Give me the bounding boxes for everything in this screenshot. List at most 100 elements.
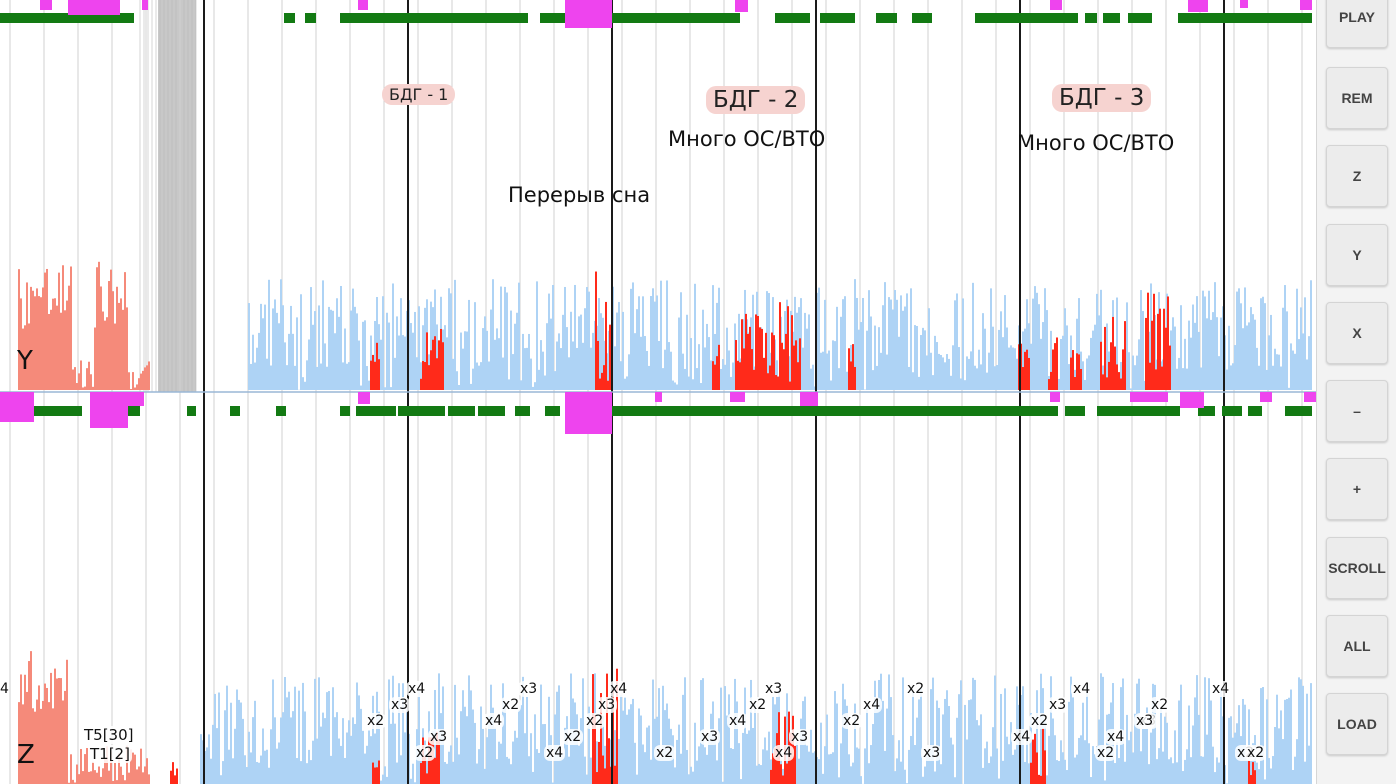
activity-bar-z xyxy=(240,702,242,784)
activity-bar-z xyxy=(764,737,766,784)
activity-bar-z xyxy=(732,749,734,784)
activity-bar-z xyxy=(1094,754,1096,784)
activity-bar-z xyxy=(838,777,840,784)
activity-bar-z xyxy=(558,685,560,784)
activity-bar-y xyxy=(676,384,678,390)
activity-bar-y xyxy=(854,279,856,390)
activity-bar-y xyxy=(1062,335,1064,390)
burst-bar-y xyxy=(743,348,745,390)
load-button[interactable]: LOAD xyxy=(1326,693,1388,755)
activity-bar-z xyxy=(1188,705,1190,784)
position-bar xyxy=(340,406,350,416)
activity-bar-z xyxy=(1060,740,1062,784)
activity-bar-z xyxy=(1116,742,1118,784)
burst-bar-y xyxy=(797,362,799,390)
activity-bar-y xyxy=(550,318,552,390)
activity-bar-y xyxy=(410,323,412,390)
activity-bar-y xyxy=(986,372,988,390)
activity-bar-y xyxy=(732,362,734,390)
activity-bar-y xyxy=(386,312,388,390)
zoom-out-button[interactable]: – xyxy=(1326,380,1388,442)
activity-bar-y xyxy=(356,313,358,390)
activity-bar-z xyxy=(682,694,684,784)
zoom-in-button[interactable]: + xyxy=(1326,458,1388,520)
activity-bar-y xyxy=(446,337,448,390)
artifact-bar-z xyxy=(92,761,94,784)
activity-bar-z xyxy=(1294,756,1296,784)
activity-bar-y xyxy=(580,314,582,390)
activity-bar-y xyxy=(1140,290,1142,390)
activity-bar-y xyxy=(542,351,544,390)
burst-bar-z xyxy=(594,714,596,784)
scroll-button[interactable]: SCROLL xyxy=(1326,537,1388,599)
burst-bar-z xyxy=(424,756,426,784)
activity-bar-z xyxy=(500,743,502,784)
activity-bar-z xyxy=(968,700,970,784)
activity-bar-z xyxy=(822,773,824,784)
activity-bar-y xyxy=(992,326,994,390)
activity-bar-y xyxy=(694,283,696,390)
activity-bar-y xyxy=(900,295,902,390)
z-channel-button[interactable]: Z xyxy=(1326,145,1388,207)
position-bar xyxy=(582,13,740,23)
activity-bar-z xyxy=(1146,707,1148,784)
activity-bar-y xyxy=(1258,365,1260,390)
activity-bar-y xyxy=(486,330,488,390)
activity-bar-z xyxy=(1192,725,1194,784)
activity-bar-y xyxy=(872,370,874,390)
activity-bar-y xyxy=(454,279,456,390)
burst-bar-y xyxy=(763,357,765,390)
activity-bar-z xyxy=(548,696,550,784)
channel-label-z: Z xyxy=(17,740,35,770)
play-button[interactable]: PLAY xyxy=(1326,0,1388,48)
artifact-bar-z xyxy=(86,748,88,784)
activity-bar-z xyxy=(892,735,894,784)
burst-bar-z xyxy=(420,763,422,784)
activity-bar-z xyxy=(1304,761,1306,784)
x-channel-button[interactable]: X xyxy=(1326,302,1388,364)
activity-bar-z xyxy=(224,710,226,784)
multiplier-label: x2 xyxy=(584,713,606,729)
all-button[interactable]: ALL xyxy=(1326,615,1388,677)
burst-bar-y xyxy=(773,335,775,390)
activity-bar-y xyxy=(1098,315,1100,390)
activity-bar-z xyxy=(346,732,348,784)
activity-bar-y xyxy=(462,348,464,390)
activity-bar-y xyxy=(1086,358,1088,390)
activity-bar-z xyxy=(926,749,928,784)
activity-bar-y xyxy=(1136,355,1138,390)
multiplier-label: x3 xyxy=(596,697,618,713)
burst-bar-y xyxy=(737,360,739,390)
burst-bar-z xyxy=(604,768,606,784)
activity-bar-z xyxy=(856,747,858,784)
activity-bar-z xyxy=(1260,688,1262,784)
burst-bar-y xyxy=(1106,377,1108,390)
activity-bar-z xyxy=(1036,690,1038,784)
activity-bar-z xyxy=(358,695,360,784)
activity-bar-z xyxy=(1276,694,1278,784)
burst-bar-y xyxy=(1147,292,1149,390)
y-channel-button[interactable]: Y xyxy=(1326,224,1388,286)
activity-bar-y xyxy=(1278,354,1280,390)
rem-button[interactable]: REM xyxy=(1326,67,1388,129)
activity-bar-z xyxy=(1066,770,1068,784)
activity-bar-z xyxy=(1216,757,1218,784)
activity-bar-z xyxy=(1114,763,1116,784)
burst-bar-z xyxy=(592,674,594,784)
activity-bar-y xyxy=(334,333,336,390)
multiplier-label: x2 xyxy=(905,681,927,697)
activity-bar-z xyxy=(840,743,842,784)
burst-bar-y xyxy=(1169,345,1171,390)
artifact-bar-y xyxy=(66,300,68,390)
actigraphy-plot[interactable]: Y Z БДГ - 1 БДГ - 2 БДГ - 3 Много ОС/ВТО… xyxy=(0,0,1316,784)
artifact-bar-z xyxy=(40,708,42,784)
activity-bar-z xyxy=(326,692,328,784)
activity-bar-y xyxy=(888,297,890,390)
burst-bar-y xyxy=(1108,361,1110,390)
burst-bar-y xyxy=(1022,367,1024,390)
activity-bar-y xyxy=(1238,288,1240,390)
activity-bar-y xyxy=(330,309,332,390)
burst-bar-y xyxy=(1110,342,1112,390)
activity-bar-y xyxy=(338,316,340,390)
activity-bar-z xyxy=(766,750,768,784)
